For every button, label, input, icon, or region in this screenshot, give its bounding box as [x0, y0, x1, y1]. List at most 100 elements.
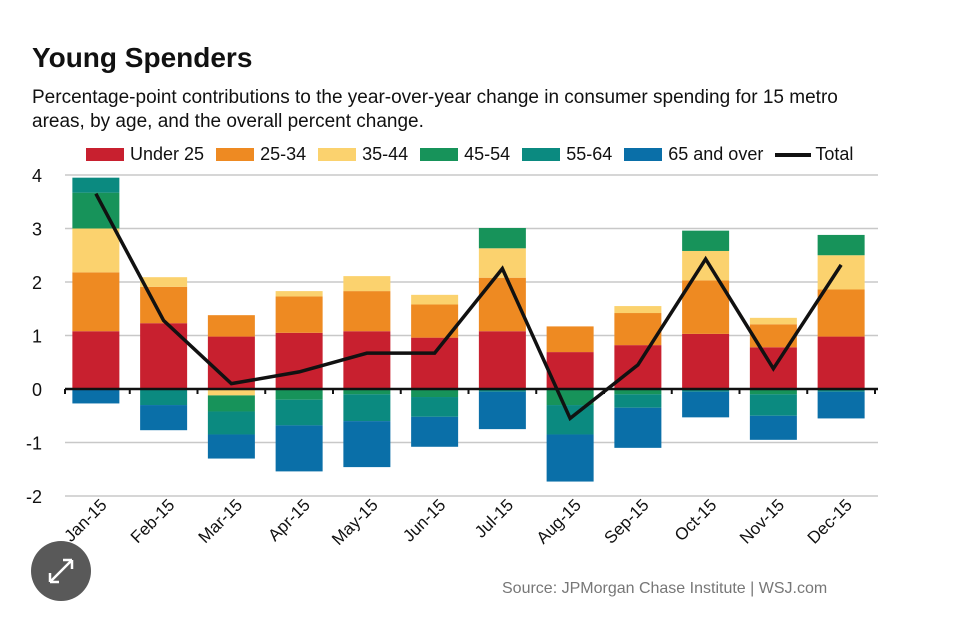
bar-segment	[478, 389, 526, 392]
bar-segment	[749, 415, 797, 440]
legend-swatch	[318, 148, 357, 161]
bar-segment	[411, 294, 459, 305]
y-tick-label: 3	[32, 220, 42, 240]
y-tick-label: 0	[32, 380, 42, 400]
legend-item: 45-54	[420, 144, 510, 165]
source-note: Source: JPMorgan Chase Institute | WSJ.c…	[502, 580, 828, 597]
legend-label: 65 and over	[668, 144, 764, 164]
x-tick-label: Mar-15	[195, 495, 247, 547]
bar-segment	[614, 306, 662, 314]
bar-segment	[478, 248, 526, 278]
bar-segment	[478, 331, 526, 389]
bar-segment	[411, 389, 459, 398]
bar-segment	[682, 280, 730, 334]
bar-segment	[275, 296, 323, 333]
x-tick-label: Oct-15	[671, 495, 721, 545]
bar-segment	[411, 416, 459, 447]
y-tick-label: 1	[32, 327, 42, 347]
bar-segment	[140, 389, 188, 406]
legend-label: 35-44	[362, 144, 409, 164]
total-line	[94, 192, 843, 422]
bar-segment	[478, 227, 526, 249]
bar-segment	[275, 291, 323, 297]
x-tick-label: Jul-15	[471, 495, 517, 541]
legend-label: 45-54	[464, 144, 511, 164]
legend-item: 35-44	[318, 144, 408, 165]
legend-line	[775, 152, 812, 157]
bar-segment	[72, 228, 120, 273]
bar-segment	[614, 389, 662, 395]
legend-swatch	[216, 148, 255, 161]
bar-segment	[817, 336, 865, 389]
bar-segment	[817, 289, 865, 337]
bar-segment	[817, 389, 865, 392]
y-tick-label: -1	[26, 434, 42, 454]
legend-label: 55-64	[566, 144, 613, 164]
x-tick-label: Dec-15	[804, 495, 856, 547]
bar-segment	[207, 395, 255, 412]
legend-item: Total	[775, 144, 853, 165]
expand-icon	[48, 558, 74, 584]
bar-segment	[275, 332, 323, 389]
bar-segment	[682, 230, 730, 251]
bar-segment	[343, 276, 391, 292]
bar-segment	[749, 324, 797, 348]
x-tick-label: May-15	[328, 495, 382, 549]
bar-segment	[614, 394, 662, 408]
bar-segment	[478, 391, 526, 430]
legend-item: 65 and over	[624, 144, 763, 165]
legend: Under 25 25-34 35-44 45-54 55-64 65 and over T…	[86, 144, 865, 165]
bar-segment	[343, 394, 391, 422]
bar-segment	[140, 323, 188, 389]
bar-segment	[682, 391, 730, 418]
legend-label: Total	[815, 144, 854, 164]
bar-segment	[682, 250, 730, 281]
legend-label: Under 25	[130, 144, 205, 164]
legend-swatch	[624, 148, 663, 161]
chart-subtitle: Percentage-point contributions to the ye…	[32, 87, 838, 132]
bar-segment	[343, 421, 391, 468]
bar-segment	[343, 389, 391, 395]
legend-item: Under 25	[86, 144, 204, 165]
bar-segment	[72, 177, 120, 193]
x-tick-label: Jan-15	[61, 495, 111, 545]
x-tick-label: Jun-15	[399, 495, 449, 545]
legend-item: 55-64	[522, 144, 612, 165]
bar-segment	[546, 326, 594, 353]
bar-segment	[682, 333, 730, 389]
bar-segment	[546, 389, 594, 406]
chart-title: Young Spenders	[32, 42, 253, 73]
bar-segment	[72, 331, 120, 389]
legend-label: 25-34	[260, 144, 307, 164]
bar-segment	[817, 255, 865, 290]
bar-segment	[207, 411, 255, 435]
x-tick-label: Sep-15	[600, 495, 652, 547]
bar-segment	[817, 391, 865, 419]
bar-segment	[275, 389, 323, 400]
bar-segment	[614, 407, 662, 448]
bar-segment	[140, 405, 188, 431]
y-tick-label: -2	[26, 487, 42, 507]
legend-swatch	[86, 148, 124, 161]
bar-segment	[343, 291, 391, 332]
bar-segment	[72, 272, 120, 332]
bar-segment	[207, 389, 255, 396]
bar-segment	[817, 234, 865, 256]
bar-segment	[546, 434, 594, 482]
bar-segment	[72, 389, 120, 404]
bar-segment	[749, 394, 797, 416]
bar-segment	[207, 315, 255, 337]
y-tick-label: 2	[32, 273, 42, 293]
bar-segment	[682, 389, 730, 392]
expand-button[interactable]	[31, 541, 91, 601]
bar-segment	[275, 425, 323, 472]
bar-segment	[411, 397, 459, 417]
legend-swatch	[420, 148, 459, 161]
bar-segment	[749, 317, 797, 325]
bar-segment	[411, 337, 459, 389]
bar-segment	[140, 277, 188, 287]
x-tick-label: Aug-15	[533, 495, 585, 547]
x-tick-label: Apr-15	[264, 495, 314, 545]
legend-swatch	[522, 148, 561, 161]
x-tick-label: Nov-15	[736, 495, 788, 547]
